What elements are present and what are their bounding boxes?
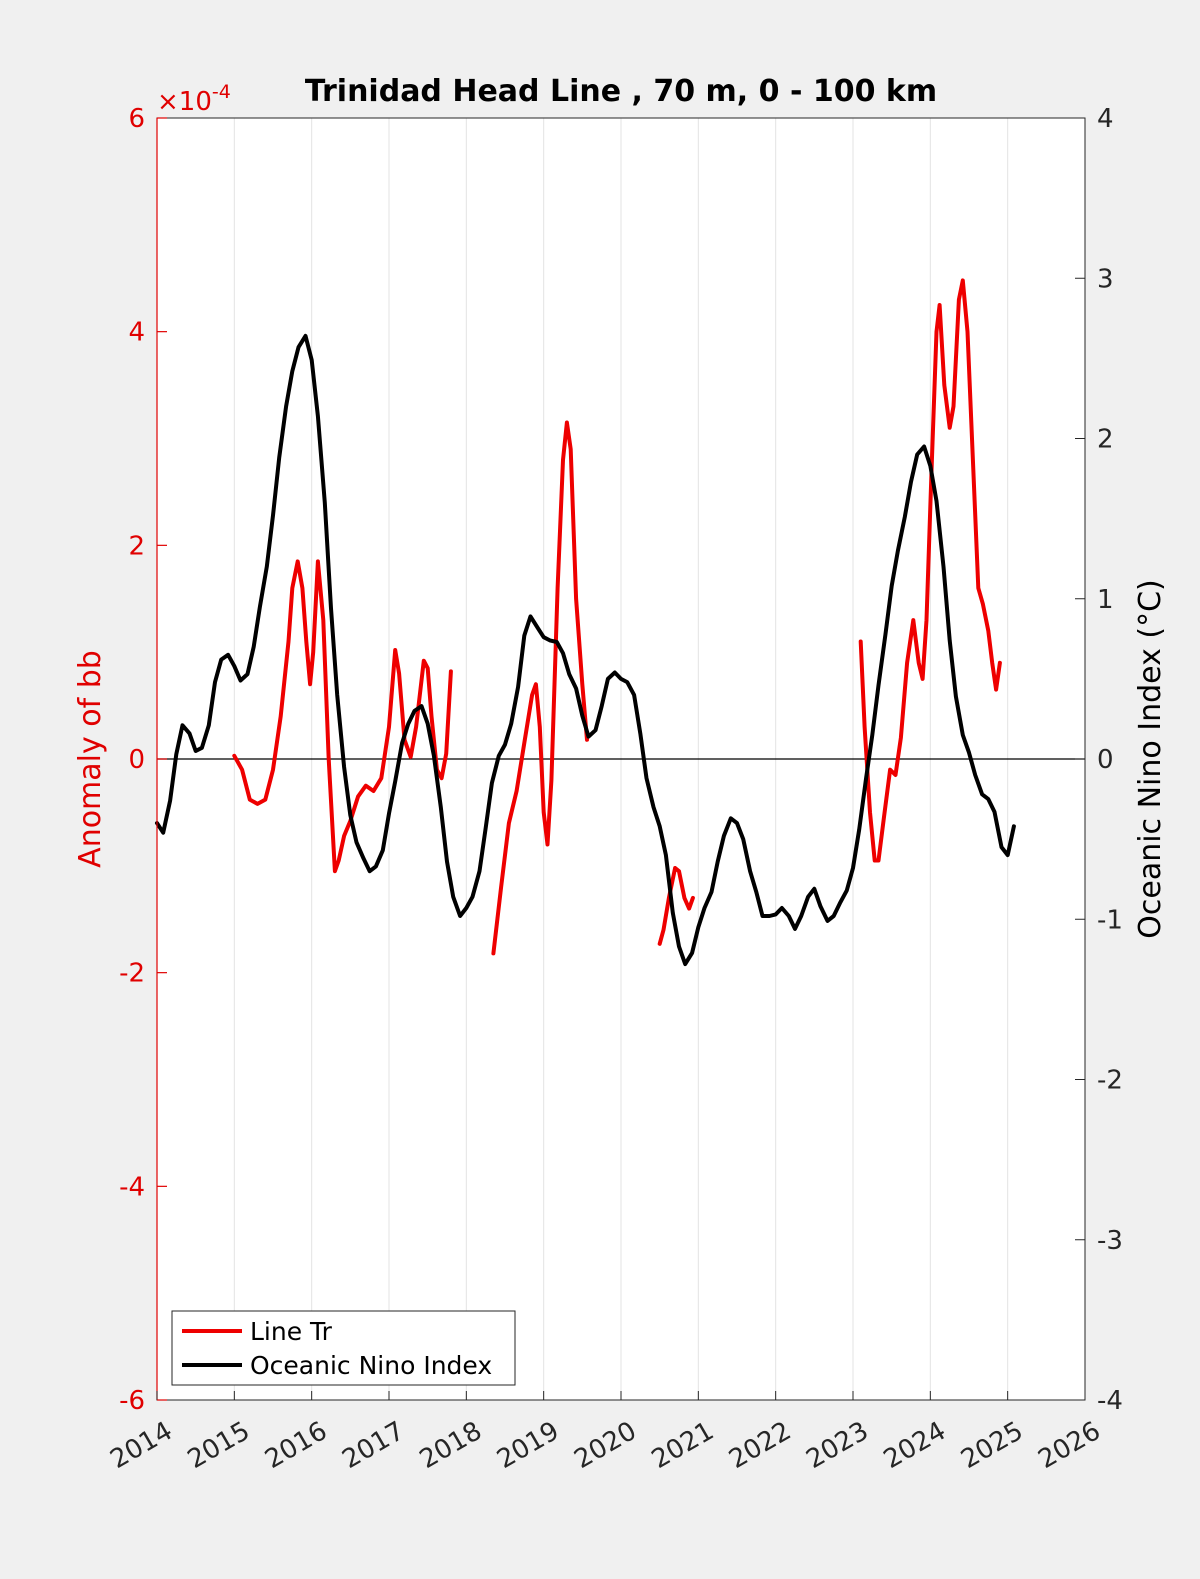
y-left-axis: -6 -4 -2 0 2 4 6: [119, 104, 167, 1416]
y-right-tick-label: 2: [1097, 425, 1114, 455]
legend-label-line-tr: Line Tr: [250, 1317, 333, 1346]
series-line-oceanic-nino-index: [155, 333, 1016, 967]
x-tick-label: 2022: [724, 1416, 796, 1475]
series-lines: [155, 278, 1016, 967]
x-tick-label: 2017: [337, 1416, 409, 1475]
y-left-tick-label: -4: [119, 1172, 145, 1202]
y-right-tick-label: -3: [1097, 1226, 1123, 1256]
chart-title: Trinidad Head Line , 70 m, 0 - 100 km: [305, 74, 937, 109]
x-tick-label: 2026: [1033, 1416, 1105, 1475]
legend: Line Tr Oceanic Nino Index: [171, 1310, 516, 1386]
y-left-tick-label: -6: [119, 1386, 145, 1416]
series-line-line-tr: [491, 420, 589, 956]
left-axis-exponent-power: -4: [212, 81, 231, 103]
series-line-line-tr: [657, 866, 695, 946]
y-left-tick-label: 4: [128, 318, 145, 348]
left-axis-exponent-base: ×10: [157, 87, 212, 117]
x-tick-label: 2024: [879, 1416, 951, 1475]
series-line-line-tr: [858, 278, 1002, 863]
x-tick-label: 2015: [183, 1416, 255, 1475]
y-right-tick-label: 4: [1097, 104, 1114, 134]
x-tick-label: 2018: [415, 1416, 487, 1475]
legend-label-oceanic-nino-index: Oceanic Nino Index: [250, 1351, 492, 1380]
x-tick-label: 2023: [801, 1416, 873, 1475]
x-tick-label: 2025: [956, 1416, 1028, 1475]
y-left-tick-label: 6: [128, 104, 145, 134]
y-right-tick-label: 1: [1097, 585, 1114, 615]
y-right-axis: -4 -3 -2 -1 0 1 2 3 4: [1075, 104, 1123, 1416]
y-right-tick-label: 0: [1097, 745, 1114, 775]
left-axis-exponent: ×10-4: [157, 81, 231, 117]
y-right-tick-label: 3: [1097, 264, 1114, 294]
series-line-line-tr: [232, 559, 453, 874]
y-left-label: Anomaly of bb: [73, 650, 108, 868]
legend-box: [171, 1310, 516, 1386]
x-axis: 2014 2015 2016 2017 2018 2019 2020 2021 2022 2023…: [105, 1391, 1106, 1475]
y-right-tick-label: -1: [1097, 905, 1123, 935]
y-right-tick-label: -2: [1097, 1066, 1123, 1096]
y-right-tick-label: -4: [1097, 1386, 1123, 1416]
x-tick-label: 2019: [492, 1416, 564, 1475]
x-tick-label: 2014: [105, 1416, 177, 1475]
x-tick-label: 2021: [647, 1416, 719, 1475]
y-left-tick-label: 2: [128, 531, 145, 561]
x-tick-label: 2016: [260, 1416, 332, 1475]
x-tick-label: 2020: [569, 1416, 641, 1475]
y-left-tick-label: 0: [128, 745, 145, 775]
y-left-tick-label: -2: [119, 959, 145, 989]
y-right-label: Oceanic Nino Index (°C): [1133, 579, 1168, 939]
